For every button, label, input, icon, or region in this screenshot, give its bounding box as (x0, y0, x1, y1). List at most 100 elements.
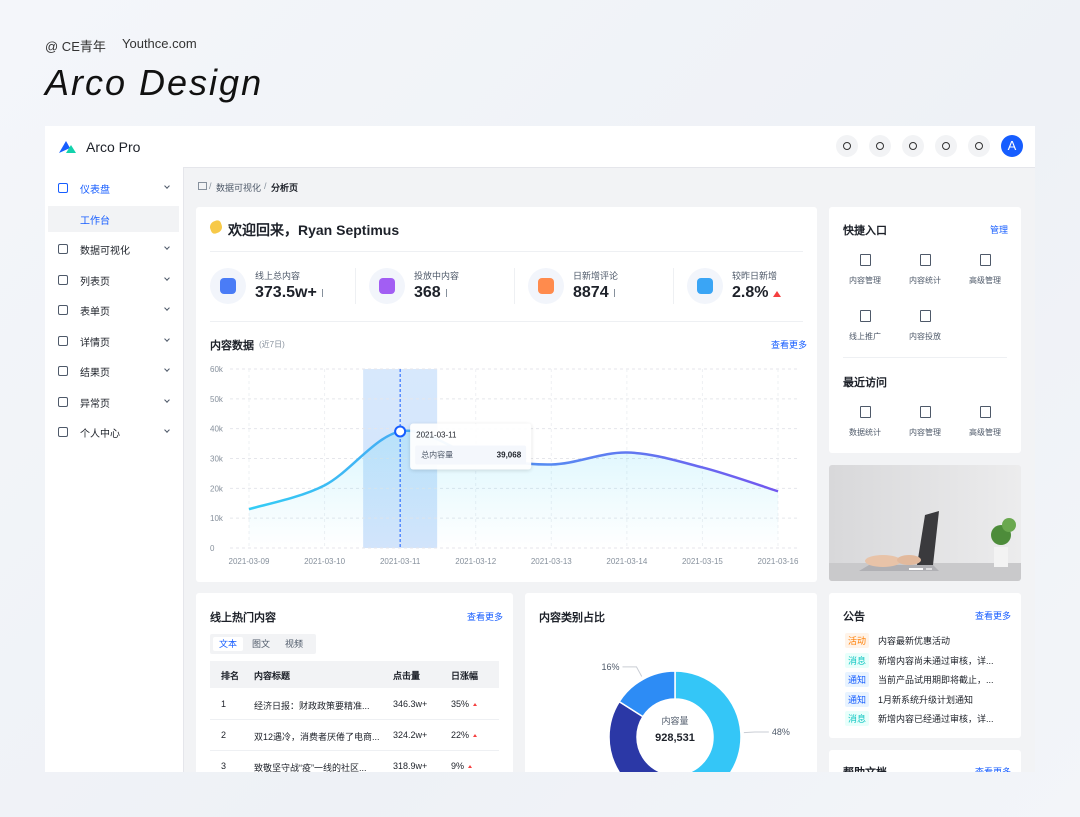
notice-tag: 消息 (845, 711, 870, 726)
notice-text[interactable]: 内容最新优惠活动 (878, 636, 951, 646)
label-line (743, 731, 769, 734)
menu-item[interactable]: 列表页 (80, 276, 110, 288)
nav-button[interactable] (836, 135, 858, 157)
tooltip-value: 39,068 (497, 450, 522, 459)
trend-arrow (445, 290, 447, 297)
breadcrumb-item: 分析页 (271, 183, 299, 193)
x-tick-label: 2021-03-11 (380, 557, 421, 566)
menu-icon (58, 183, 68, 193)
nav-button[interactable] (935, 135, 957, 157)
shortcut-label[interactable]: 线上推广 (849, 332, 881, 341)
nav-icon (975, 142, 983, 150)
shortcut-icon (920, 254, 931, 266)
stat-label: 投放中内容 (414, 271, 460, 281)
nav-icon (909, 142, 917, 150)
home-icon (198, 182, 207, 190)
center-value: 928,531 (655, 732, 695, 744)
row-divider (210, 750, 499, 751)
handle: @ CE青年 (45, 39, 106, 54)
table-cell-row: 35% (451, 699, 478, 709)
nav-button[interactable] (869, 135, 891, 157)
table-cell: 318.9w+ (393, 761, 428, 771)
nav-button[interactable] (968, 135, 990, 157)
more-link[interactable]: 查看更多 (771, 340, 808, 350)
nav-icon (876, 142, 884, 150)
table-cell: 346.3w+ (393, 699, 428, 709)
trend-arrow (321, 290, 323, 297)
menu-item[interactable]: 表单页 (80, 307, 110, 318)
tooltip-date: 2021-03-11 (416, 430, 457, 439)
logo (59, 141, 76, 153)
shortcut-label[interactable]: 内容统计 (909, 276, 941, 285)
notice-text[interactable]: 当前产品试用期即将截止，... (878, 675, 994, 685)
submenu-item[interactable]: 工作台 (80, 215, 110, 227)
table-header-cell: 点击量 (393, 671, 421, 681)
x-tick-label: 2021-03-16 (758, 557, 799, 566)
menu-icon (58, 396, 68, 407)
shortcut-label[interactable]: 高级管理 (969, 276, 1001, 285)
chart-title: 内容数据 (210, 340, 254, 352)
notice-tag: 通知 (845, 672, 870, 687)
trend-triangle (473, 733, 478, 737)
card-title: 公告 (843, 611, 865, 623)
menu-item[interactable]: 仪表盘 (80, 185, 110, 196)
shortcut-label[interactable]: 数据统计 (849, 428, 881, 437)
pie-segment (618, 670, 676, 718)
manage-link[interactable]: 管理 (990, 225, 1009, 235)
banner-image (829, 465, 1021, 581)
tab[interactable]: 视频 (284, 639, 303, 649)
brand: Arco Pro (86, 139, 141, 155)
x-tick-label: 2021-03-12 (455, 557, 496, 566)
notice-text[interactable]: 新增内容尚未通过审核，详... (878, 655, 994, 666)
breadcrumb-sep: / (209, 181, 212, 191)
shortcut-label[interactable]: 内容投放 (909, 332, 941, 341)
table-cell-row: 22% (451, 730, 478, 740)
notice-text[interactable]: 新增内容已经通过审核，详... (878, 714, 994, 724)
x-tick-label: 2021-03-15 (682, 557, 723, 566)
stat-value-row: 2.8% (732, 284, 782, 302)
notice-text[interactable]: 1月新系统升级计划通知 (878, 694, 974, 705)
table-cell: 致敬坚守战“疫”一线的社区... (254, 763, 367, 773)
shortcut-label[interactable]: 内容管理 (909, 428, 941, 437)
card-title: 最近访问 (843, 377, 887, 389)
menu-icon (58, 335, 68, 346)
menu-item[interactable]: 数据可视化 (80, 246, 130, 257)
menu-item[interactable]: 异常页 (80, 398, 110, 410)
more-link[interactable]: 查看更多 (975, 611, 1012, 621)
x-tick-label: 2021-03-10 (304, 557, 345, 566)
menu-icon (58, 244, 68, 254)
menu-icon (58, 274, 68, 285)
stat-value: 8874 (573, 284, 609, 301)
avatar[interactable]: A (1001, 135, 1023, 157)
menu-item[interactable]: 结果页 (80, 368, 110, 379)
y-tick-label: 0 (210, 544, 215, 553)
x-tick-label: 2021-03-13 (531, 557, 572, 566)
welcome-text: 欢迎回来，Ryan Septimus (228, 222, 400, 238)
nav-button[interactable] (902, 135, 924, 157)
stat-value: 373.5w+ (255, 284, 317, 301)
shortcut-label[interactable]: 内容管理 (849, 276, 881, 285)
stat-separator (673, 268, 674, 304)
table-cell: 3 (221, 761, 227, 771)
hover-point (394, 425, 407, 438)
table-cell: 2 (221, 730, 227, 740)
sidebar (45, 167, 184, 772)
stat-value: 2.8% (732, 284, 769, 301)
table-header-cell: 日涨幅 (451, 671, 479, 681)
row-divider (210, 719, 499, 720)
chart-subtitle: (近7日) (259, 340, 285, 349)
more-link[interactable]: 查看更多 (467, 612, 504, 622)
card-title: 帮助文档 (843, 767, 887, 779)
tab[interactable]: 文本 (213, 637, 243, 651)
stat-separator (355, 268, 356, 304)
more-link: 查看更多 (975, 767, 1012, 777)
shortcut-label[interactable]: 高级管理 (969, 428, 1001, 437)
stat-value-row: 368 (414, 284, 447, 302)
tab[interactable]: 图文 (251, 639, 270, 649)
stat-value-row: 373.5w+ (255, 284, 323, 302)
menu-item[interactable]: 详情页 (80, 337, 110, 349)
table-cell: 双12遇冷，消费者厌倦了电商... (254, 732, 380, 742)
menu-icon (58, 366, 68, 376)
menu-item[interactable]: 个人中心 (80, 429, 120, 440)
trend-triangle (468, 764, 473, 768)
